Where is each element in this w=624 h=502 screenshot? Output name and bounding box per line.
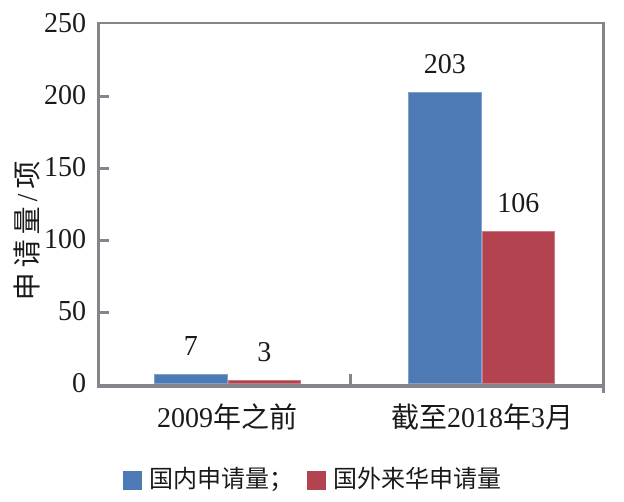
bar-value-label-foreign-2: 106 bbox=[497, 188, 540, 219]
legend-label-foreign: 国外来华申请量 bbox=[333, 467, 501, 493]
bar-foreign-2 bbox=[481, 231, 555, 384]
bar-value-label-domestic-1: 7 bbox=[183, 331, 198, 362]
bar-value-label-domestic-2: 203 bbox=[423, 49, 466, 80]
bar-foreign-1 bbox=[227, 380, 301, 384]
legend-item-foreign: 国外来华申请量 bbox=[307, 465, 501, 495]
y-tick-mark bbox=[100, 238, 109, 242]
bar-domestic-1 bbox=[154, 374, 228, 384]
x-divider-tick bbox=[349, 374, 352, 384]
y-tick-mark bbox=[100, 310, 109, 314]
bar-value-label-foreign-1: 3 bbox=[257, 337, 272, 368]
x-category-label-1: 2009年之前 bbox=[156, 403, 298, 434]
legend-item-domestic: 国内申请量； bbox=[123, 465, 293, 495]
y-tick-mark bbox=[100, 166, 109, 170]
y-tick-label: 250 bbox=[44, 8, 86, 39]
y-tick-label: 150 bbox=[44, 152, 86, 183]
y-tick-label: 200 bbox=[44, 80, 86, 111]
x-category-label-2: 截至2018年3月 bbox=[390, 403, 574, 434]
y-tick-mark bbox=[100, 94, 109, 98]
y-tick-label: 50 bbox=[58, 296, 86, 327]
x-axis-right-tick bbox=[602, 386, 605, 393]
y-tick-label: 0 bbox=[72, 368, 86, 399]
legend-swatch-foreign-icon bbox=[307, 470, 326, 490]
legend: 国内申请量； 国外来华申请量 bbox=[0, 464, 624, 496]
legend-swatch-domestic-icon bbox=[123, 470, 142, 490]
legend-label-domestic: 国内申请量； bbox=[149, 467, 293, 493]
bar-domestic-2 bbox=[408, 92, 482, 384]
y-tick-label: 100 bbox=[44, 224, 86, 255]
